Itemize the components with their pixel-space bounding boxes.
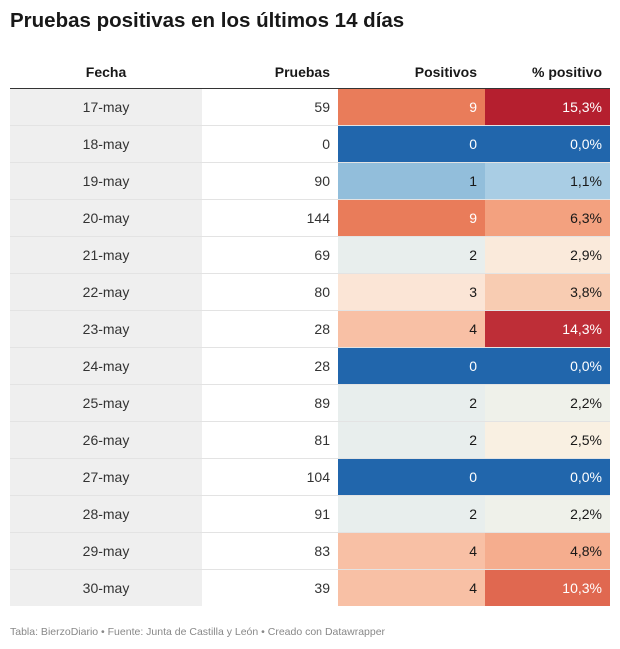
cell-fecha: 19-may [10,162,202,200]
table-row: 21-may 69 2 2,9% [10,236,610,274]
cell-porcentaje-positivo: 10,3% [485,569,610,606]
cell-pruebas: 83 [202,532,338,570]
cell-porcentaje-positivo: 14,3% [485,310,610,348]
cell-porcentaje-positivo: 2,9% [485,236,610,274]
table-row: 18-may 0 0 0,0% [10,125,610,163]
table-row: 17-may 59 9 15,3% [10,88,610,126]
cell-positivos: 1 [338,162,485,200]
cell-porcentaje-positivo: 3,8% [485,273,610,311]
cell-porcentaje-positivo: 4,8% [485,532,610,570]
cell-pruebas: 89 [202,384,338,422]
table-row: 20-may 144 9 6,3% [10,199,610,237]
table-row: 28-may 91 2 2,2% [10,495,610,533]
cell-fecha: 21-may [10,236,202,274]
cell-fecha: 25-may [10,384,202,422]
cell-positivos: 0 [338,125,485,163]
cell-pruebas: 90 [202,162,338,200]
footer-credits: Tabla: BierzoDiario • Fuente: Junta de C… [10,626,386,638]
table-row: 19-may 90 1 1,1% [10,162,610,200]
table-row: 29-may 83 4 4,8% [10,532,610,570]
cell-fecha: 17-may [10,88,202,126]
cell-porcentaje-positivo: 2,2% [485,384,610,422]
table-row: 25-may 89 2 2,2% [10,384,610,422]
header-row: Fecha Pruebas Positivos % positivo [10,55,610,89]
cell-fecha: 26-may [10,421,202,459]
cell-positivos: 2 [338,236,485,274]
cell-pruebas: 0 [202,125,338,163]
table-row: 26-may 81 2 2,5% [10,421,610,459]
cell-positivos: 2 [338,384,485,422]
cell-fecha: 30-may [10,569,202,606]
cell-porcentaje-positivo: 2,5% [485,421,610,459]
cell-porcentaje-positivo: 0,0% [485,347,610,385]
table-body: 17-may 59 9 15,3% 18-may 0 0 0,0% 19-may 90 1 1,1% 2… [10,88,610,606]
cell-pruebas: 28 [202,347,338,385]
cell-porcentaje-positivo: 15,3% [485,88,610,126]
cell-positivos: 4 [338,310,485,348]
cell-positivos: 0 [338,458,485,496]
cell-positivos: 2 [338,421,485,459]
cell-fecha: 27-may [10,458,202,496]
table-row: 30-may 39 4 10,3% [10,569,610,606]
chart-title: Pruebas positivas en los últimos 14 días [10,9,405,32]
cell-positivos: 0 [338,347,485,385]
table-row: 23-may 28 4 14,3% [10,310,610,348]
cell-pruebas: 144 [202,199,338,237]
cell-positivos: 4 [338,532,485,570]
cell-porcentaje-positivo: 1,1% [485,162,610,200]
cell-pruebas: 80 [202,273,338,311]
column-header-fecha[interactable]: Fecha [85,63,127,80]
cell-positivos: 9 [338,88,485,126]
cell-fecha: 20-may [10,199,202,237]
cell-pruebas: 59 [202,88,338,126]
cell-porcentaje-positivo: 6,3% [485,199,610,237]
cell-porcentaje-positivo: 2,2% [485,495,610,533]
cell-pruebas: 81 [202,421,338,459]
table-row: 27-may 104 0 0,0% [10,458,610,496]
cell-pruebas: 91 [202,495,338,533]
cell-pruebas: 104 [202,458,338,496]
cell-positivos: 2 [338,495,485,533]
column-header-pruebas[interactable]: Pruebas [274,63,330,80]
cell-fecha: 22-may [10,273,202,311]
data-table: Fecha Pruebas Positivos % positivo 17-ma… [10,55,610,606]
column-header-porcentaje[interactable]: % positivo [531,63,602,80]
cell-fecha: 28-may [10,495,202,533]
table-row: 22-may 80 3 3,8% [10,273,610,311]
cell-fecha: 23-may [10,310,202,348]
cell-pruebas: 28 [202,310,338,348]
cell-positivos: 3 [338,273,485,311]
cell-porcentaje-positivo: 0,0% [485,125,610,163]
column-header-positivos[interactable]: Positivos [414,63,477,80]
cell-fecha: 24-may [10,347,202,385]
cell-positivos: 4 [338,569,485,606]
table-row: 24-may 28 0 0,0% [10,347,610,385]
cell-fecha: 18-may [10,125,202,163]
cell-pruebas: 39 [314,580,330,596]
cell-positivos: 9 [338,199,485,237]
cell-fecha: 29-may [10,532,202,570]
cell-porcentaje-positivo: 0,0% [485,458,610,496]
cell-pruebas: 69 [202,236,338,274]
